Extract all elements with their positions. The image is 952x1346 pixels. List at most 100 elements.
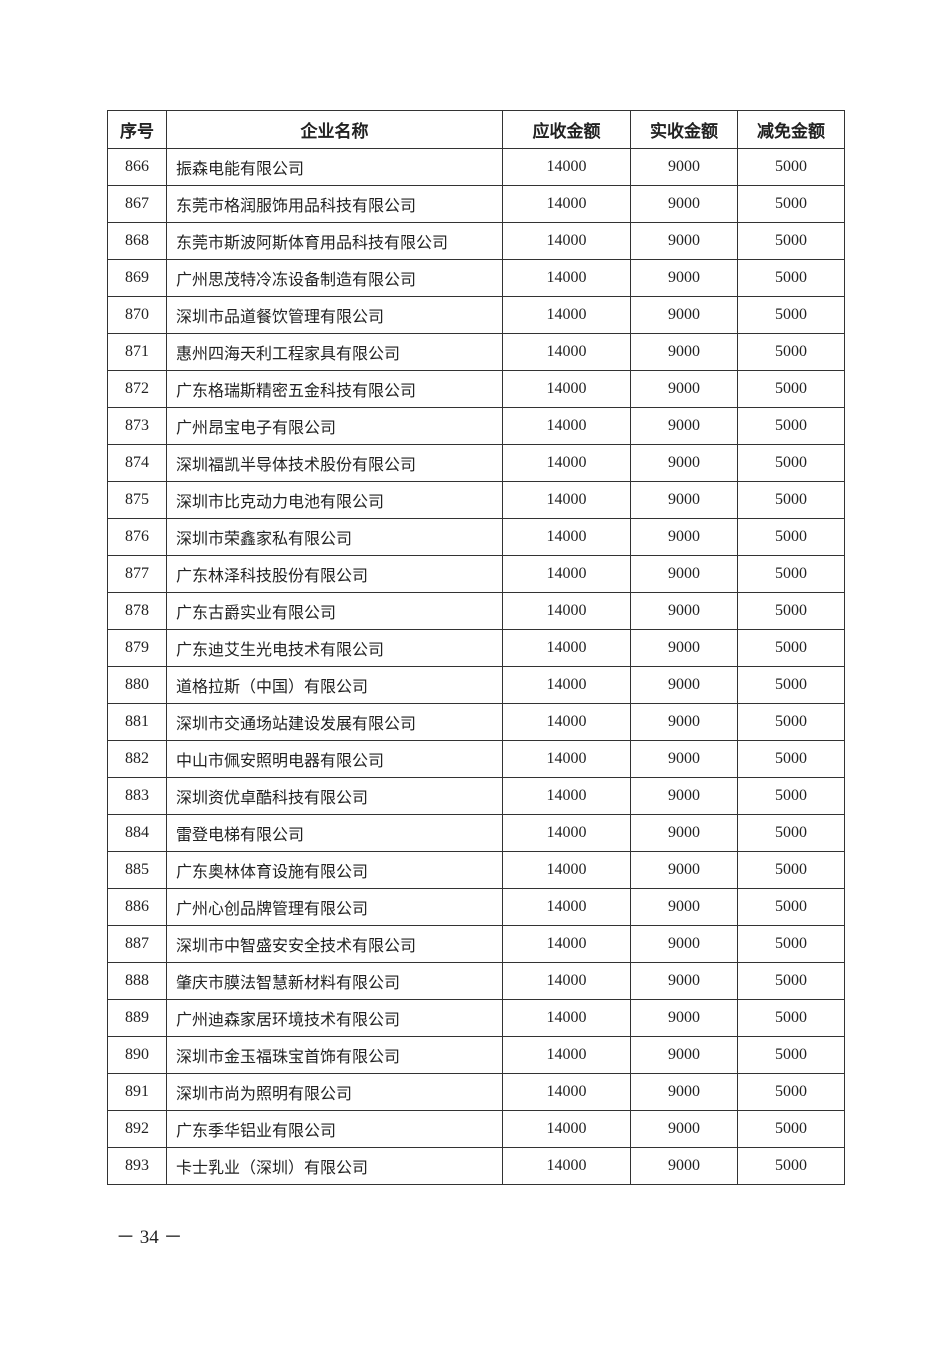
amount-waived: 5000 xyxy=(737,148,845,186)
company-name: 深圳福凯半导体技术股份有限公司 xyxy=(166,444,503,482)
amount-received: 9000 xyxy=(630,148,738,186)
amount-due: 14000 xyxy=(502,481,631,519)
row-index: 886 xyxy=(107,888,167,926)
row-index: 876 xyxy=(107,518,167,556)
company-name: 广州思茂特冷冻设备制造有限公司 xyxy=(166,259,503,297)
fee-reduction-table: 序号 企业名称 应收金额 实收金额 减免金额 866 振森电能有限公司 14000 9… xyxy=(107,110,845,1185)
amount-due: 14000 xyxy=(502,666,631,704)
amount-waived: 5000 xyxy=(737,407,845,445)
amount-due: 14000 xyxy=(502,222,631,260)
row-index: 884 xyxy=(107,814,167,852)
row-index: 888 xyxy=(107,962,167,1000)
amount-received: 9000 xyxy=(630,925,738,963)
amount-received: 9000 xyxy=(630,740,738,778)
amount-due: 14000 xyxy=(502,148,631,186)
amount-received: 9000 xyxy=(630,1147,738,1185)
amount-waived: 5000 xyxy=(737,851,845,889)
table-row: 873 广州昂宝电子有限公司 14000 9000 5000 xyxy=(107,407,845,445)
company-name: 广州迪森家居环境技术有限公司 xyxy=(166,999,503,1037)
amount-due: 14000 xyxy=(502,1073,631,1111)
amount-due: 14000 xyxy=(502,518,631,556)
amount-received: 9000 xyxy=(630,703,738,741)
amount-received: 9000 xyxy=(630,555,738,593)
amount-due: 14000 xyxy=(502,555,631,593)
amount-waived: 5000 xyxy=(737,555,845,593)
amount-due: 14000 xyxy=(502,444,631,482)
company-name: 深圳市金玉福珠宝首饰有限公司 xyxy=(166,1036,503,1074)
amount-waived: 5000 xyxy=(737,370,845,408)
company-name: 广州昂宝电子有限公司 xyxy=(166,407,503,445)
header-amount-due: 应收金额 xyxy=(502,110,631,149)
company-name: 中山市佩安照明电器有限公司 xyxy=(166,740,503,778)
company-name: 深圳市中智盛安安全技术有限公司 xyxy=(166,925,503,963)
amount-received: 9000 xyxy=(630,999,738,1037)
row-index: 869 xyxy=(107,259,167,297)
amount-due: 14000 xyxy=(502,370,631,408)
amount-received: 9000 xyxy=(630,444,738,482)
amount-due: 14000 xyxy=(502,333,631,371)
table-row: 878 广东古爵实业有限公司 14000 9000 5000 xyxy=(107,592,845,630)
table-row: 885 广东奥林体育设施有限公司 14000 9000 5000 xyxy=(107,851,845,889)
row-index: 874 xyxy=(107,444,167,482)
company-name: 雷登电梯有限公司 xyxy=(166,814,503,852)
table-row: 877 广东林泽科技股份有限公司 14000 9000 5000 xyxy=(107,555,845,593)
company-name: 东莞市格润服饰用品科技有限公司 xyxy=(166,185,503,223)
company-name: 广东季华铝业有限公司 xyxy=(166,1110,503,1148)
company-name: 广东格瑞斯精密五金科技有限公司 xyxy=(166,370,503,408)
amount-received: 9000 xyxy=(630,851,738,889)
table-row: 886 广州心创品牌管理有限公司 14000 9000 5000 xyxy=(107,888,845,926)
header-amount-waived: 减免金额 xyxy=(737,110,845,149)
table-row: 867 东莞市格润服饰用品科技有限公司 14000 9000 5000 xyxy=(107,185,845,223)
table-row: 871 惠州四海天利工程家具有限公司 14000 9000 5000 xyxy=(107,333,845,371)
company-name: 广东奥林体育设施有限公司 xyxy=(166,851,503,889)
company-name: 深圳市交通场站建设发展有限公司 xyxy=(166,703,503,741)
row-index: 885 xyxy=(107,851,167,889)
amount-due: 14000 xyxy=(502,999,631,1037)
table-row: 882 中山市佩安照明电器有限公司 14000 9000 5000 xyxy=(107,740,845,778)
page-number: － 34 － xyxy=(116,1227,183,1248)
amount-due: 14000 xyxy=(502,703,631,741)
amount-received: 9000 xyxy=(630,222,738,260)
amount-waived: 5000 xyxy=(737,666,845,704)
amount-received: 9000 xyxy=(630,481,738,519)
amount-waived: 5000 xyxy=(737,185,845,223)
amount-waived: 5000 xyxy=(737,999,845,1037)
amount-waived: 5000 xyxy=(737,888,845,926)
amount-waived: 5000 xyxy=(737,814,845,852)
amount-waived: 5000 xyxy=(737,925,845,963)
amount-waived: 5000 xyxy=(737,259,845,297)
table-row: 870 深圳市品道餐饮管理有限公司 14000 9000 5000 xyxy=(107,296,845,334)
table-row: 888 肇庆市膜法智慧新材料有限公司 14000 9000 5000 xyxy=(107,962,845,1000)
header-amount-received: 实收金额 xyxy=(630,110,738,149)
amount-received: 9000 xyxy=(630,666,738,704)
table-row: 874 深圳福凯半导体技术股份有限公司 14000 9000 5000 xyxy=(107,444,845,482)
amount-waived: 5000 xyxy=(737,777,845,815)
row-index: 868 xyxy=(107,222,167,260)
table-row: 890 深圳市金玉福珠宝首饰有限公司 14000 9000 5000 xyxy=(107,1036,845,1074)
row-index: 871 xyxy=(107,333,167,371)
amount-due: 14000 xyxy=(502,962,631,1000)
table-row: 869 广州思茂特冷冻设备制造有限公司 14000 9000 5000 xyxy=(107,259,845,297)
company-name: 肇庆市膜法智慧新材料有限公司 xyxy=(166,962,503,1000)
table-header-row: 序号 企业名称 应收金额 实收金额 减免金额 xyxy=(107,110,845,149)
row-index: 893 xyxy=(107,1147,167,1185)
amount-waived: 5000 xyxy=(737,962,845,1000)
amount-waived: 5000 xyxy=(737,592,845,630)
amount-received: 9000 xyxy=(630,814,738,852)
header-company-name: 企业名称 xyxy=(166,110,503,149)
amount-received: 9000 xyxy=(630,962,738,1000)
amount-due: 14000 xyxy=(502,1147,631,1185)
amount-waived: 5000 xyxy=(737,1110,845,1148)
amount-due: 14000 xyxy=(502,296,631,334)
table-row: 884 雷登电梯有限公司 14000 9000 5000 xyxy=(107,814,845,852)
amount-received: 9000 xyxy=(630,333,738,371)
table-row: 879 广东迪艾生光电技术有限公司 14000 9000 5000 xyxy=(107,629,845,667)
amount-due: 14000 xyxy=(502,1110,631,1148)
row-index: 872 xyxy=(107,370,167,408)
table-row: 889 广州迪森家居环境技术有限公司 14000 9000 5000 xyxy=(107,999,845,1037)
amount-received: 9000 xyxy=(630,777,738,815)
row-index: 870 xyxy=(107,296,167,334)
amount-due: 14000 xyxy=(502,777,631,815)
amount-received: 9000 xyxy=(630,370,738,408)
amount-received: 9000 xyxy=(630,185,738,223)
